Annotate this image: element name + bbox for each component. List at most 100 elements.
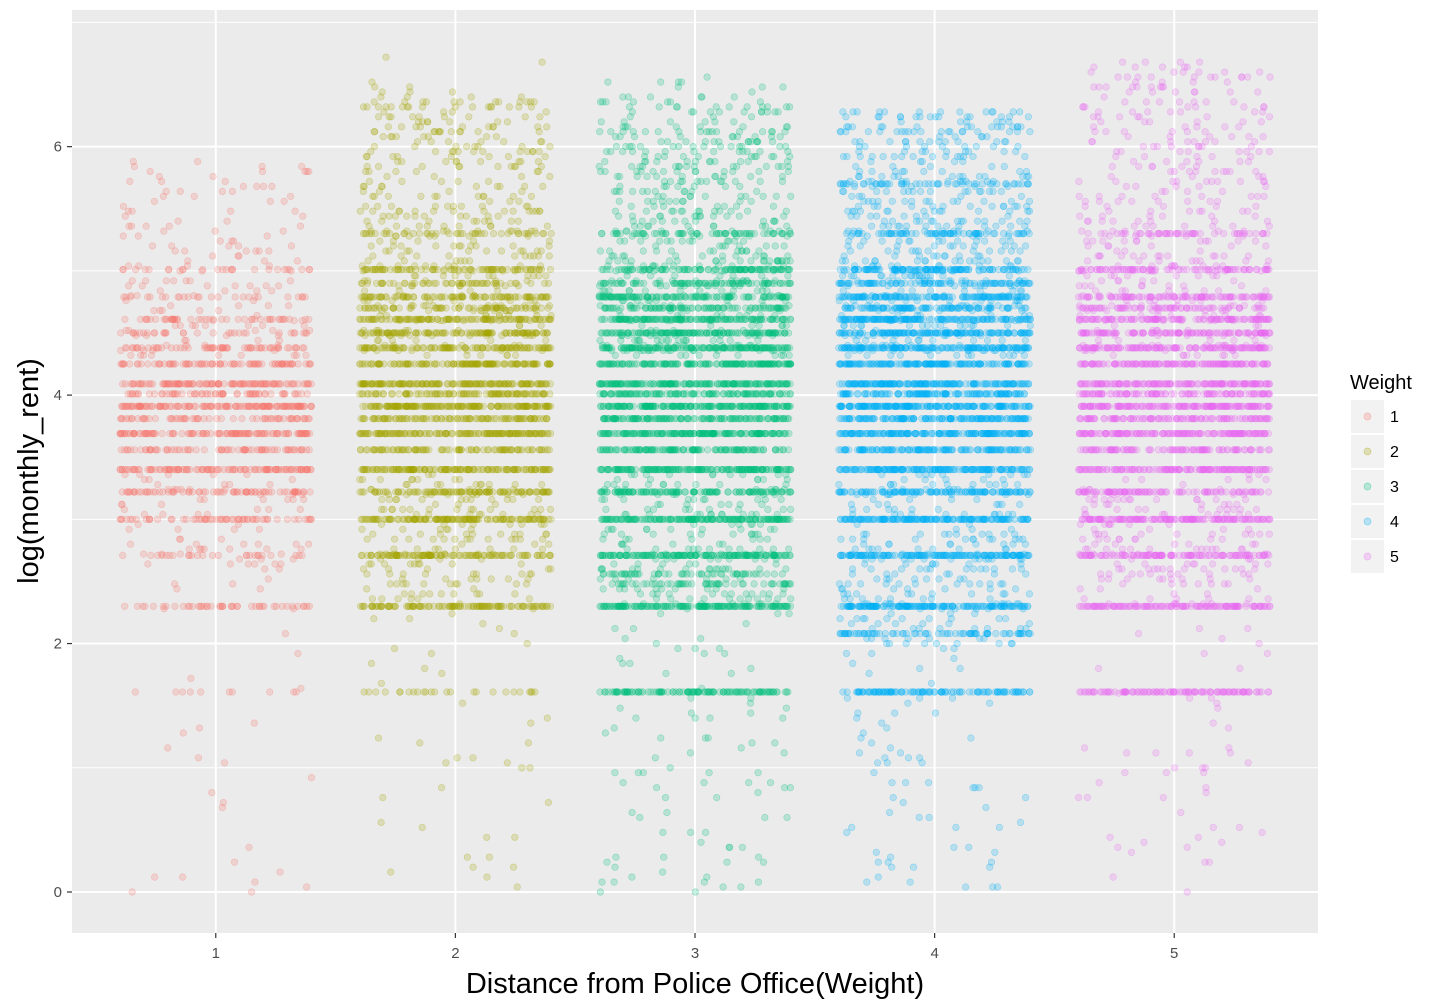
point — [245, 360, 253, 368]
point — [307, 466, 315, 474]
point — [174, 415, 182, 423]
point — [505, 551, 513, 560]
point — [443, 688, 451, 696]
point — [230, 488, 238, 496]
point — [493, 182, 502, 190]
point — [423, 446, 431, 454]
point — [538, 545, 547, 553]
point — [517, 315, 526, 323]
point — [358, 390, 366, 398]
point — [491, 515, 499, 523]
point — [784, 402, 792, 410]
point — [470, 217, 478, 225]
point — [503, 351, 511, 359]
point — [394, 488, 402, 496]
point — [291, 329, 299, 337]
point — [535, 390, 543, 398]
point — [539, 230, 547, 238]
point — [268, 287, 276, 295]
point — [167, 515, 175, 523]
point — [254, 466, 262, 474]
point — [230, 466, 238, 474]
point — [174, 525, 182, 533]
point — [165, 222, 173, 230]
point — [173, 315, 181, 323]
point — [412, 167, 421, 176]
point — [139, 602, 147, 610]
point — [289, 380, 297, 388]
point — [263, 545, 271, 553]
point — [135, 262, 143, 270]
point — [179, 329, 187, 337]
point — [236, 380, 244, 388]
point — [522, 466, 531, 474]
point — [230, 525, 238, 533]
point — [409, 302, 417, 310]
point — [450, 590, 458, 598]
point — [208, 515, 216, 523]
point — [491, 500, 500, 509]
point — [287, 466, 295, 474]
point — [412, 446, 420, 454]
point — [375, 187, 384, 195]
point — [388, 297, 396, 305]
point — [265, 247, 273, 255]
point — [169, 390, 177, 398]
point — [300, 602, 308, 610]
point — [497, 530, 505, 538]
point — [448, 560, 456, 568]
point — [295, 430, 304, 438]
point — [265, 505, 273, 514]
point — [494, 287, 502, 295]
point — [458, 488, 466, 496]
point — [173, 466, 181, 474]
point — [544, 279, 553, 287]
point — [144, 488, 152, 496]
point — [686, 402, 694, 410]
point — [431, 390, 440, 398]
point — [365, 177, 374, 185]
point — [190, 192, 198, 200]
point — [384, 490, 393, 499]
point — [401, 550, 409, 558]
point — [182, 466, 191, 474]
point — [125, 466, 133, 474]
point — [360, 565, 368, 573]
point — [456, 600, 464, 608]
point — [268, 430, 276, 438]
point — [150, 390, 159, 398]
point — [266, 197, 274, 205]
point — [283, 602, 291, 610]
point — [782, 380, 790, 388]
point — [391, 535, 399, 543]
point — [535, 495, 543, 504]
point — [755, 430, 764, 438]
point — [448, 610, 456, 618]
point — [282, 466, 290, 474]
point — [440, 520, 448, 528]
point — [523, 430, 531, 438]
point — [531, 540, 539, 548]
point — [504, 575, 513, 583]
point — [358, 262, 366, 270]
point — [305, 360, 313, 368]
point — [485, 153, 493, 161]
point — [495, 98, 503, 106]
point — [119, 551, 127, 560]
point — [455, 222, 463, 230]
point — [198, 390, 206, 398]
point — [283, 515, 292, 523]
point — [445, 252, 453, 260]
point — [469, 267, 477, 275]
point — [462, 390, 471, 398]
point — [521, 302, 529, 310]
point — [119, 202, 127, 210]
point — [285, 302, 293, 310]
point — [151, 873, 159, 881]
point — [390, 644, 399, 653]
point — [154, 480, 162, 489]
point — [386, 402, 395, 410]
point — [473, 279, 482, 287]
point — [485, 430, 493, 438]
point — [781, 430, 790, 438]
